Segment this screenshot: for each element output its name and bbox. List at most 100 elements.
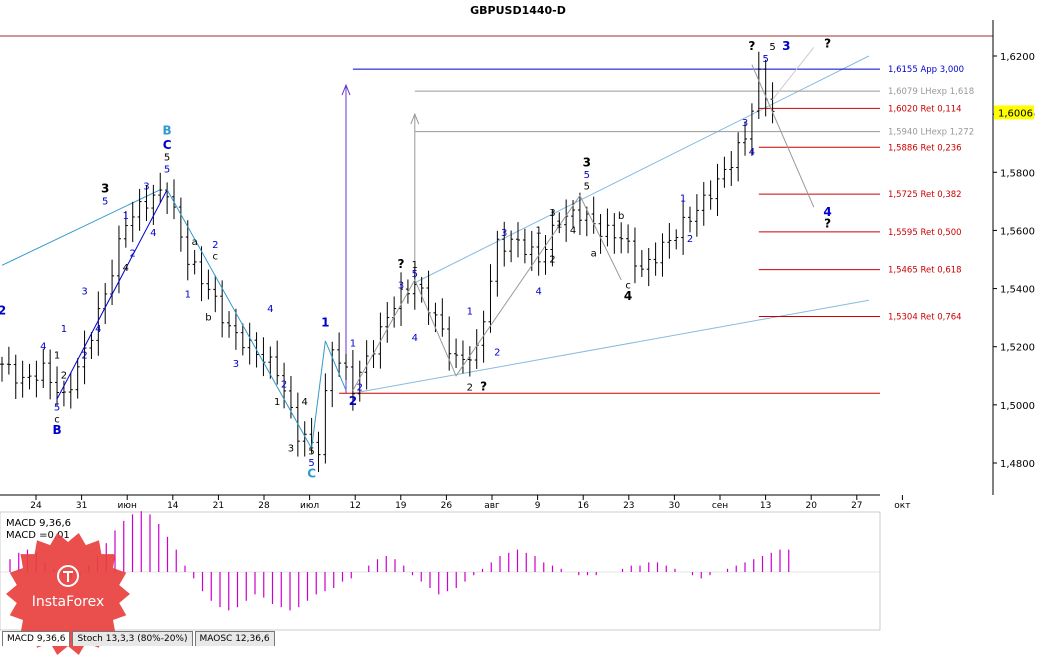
wave-label: 1 <box>412 260 418 271</box>
wave-label: 5 <box>54 403 60 414</box>
wave-label: 5 <box>584 182 590 193</box>
wave-label: 1 <box>535 225 541 236</box>
wave-label: c <box>213 252 219 263</box>
wave-label: B <box>52 423 61 437</box>
level-label: 1,5940 LHexp 1,272 <box>888 128 974 138</box>
logo-starburst <box>6 532 130 656</box>
wave-line <box>311 340 326 449</box>
logo-icon <box>57 565 79 587</box>
wave-label: 5 <box>412 269 418 280</box>
wave-label: 3 <box>101 182 109 196</box>
wave-label: 2 <box>281 379 287 390</box>
indicator-name-text: MACD <box>6 518 36 529</box>
wave-label: 2 <box>687 234 693 245</box>
tab-maosc[interactable]: MAOSC 12,36,6 <box>194 631 275 646</box>
wave-label: 1 <box>123 211 129 222</box>
wave-label: 1 <box>680 193 686 204</box>
x-tick-label: окт <box>894 501 910 511</box>
wave-line <box>324 340 347 391</box>
trendline <box>414 55 870 284</box>
level-label: 1,6155 App 3,000 <box>888 65 964 75</box>
indicator-name: MACD 9,36,6 <box>6 518 71 529</box>
y-tick-label: 1,5000 <box>1000 401 1035 412</box>
wave-label: 1 <box>185 289 191 300</box>
x-tick-label: 20 <box>805 501 817 511</box>
x-tick-label: 26 <box>441 501 453 511</box>
x-tick-label: 9 <box>535 501 541 511</box>
wave-label: ? <box>824 36 831 50</box>
wave-label: 3 <box>233 359 239 370</box>
wave-label: 4 <box>95 324 101 335</box>
wave-label: 1 <box>274 397 280 408</box>
level-label: 1,5886 Ret 0,236 <box>888 143 962 153</box>
wave-label: 5 <box>762 54 768 65</box>
wave-label: 2 <box>467 382 473 393</box>
wave-label: ? <box>398 257 405 271</box>
wave-label: 2 <box>212 240 218 251</box>
wave-label: C <box>163 138 172 152</box>
x-tick-label: 23 <box>623 501 634 511</box>
wave-label: 4 <box>267 304 273 315</box>
wave-label: b <box>205 313 211 324</box>
wave-label: 3 <box>288 443 294 454</box>
x-tick-label: 16 <box>577 501 589 511</box>
wave-label: c <box>625 281 631 292</box>
wave-label: 4 <box>150 228 156 239</box>
x-tick-label: 13 <box>760 501 771 511</box>
trendline <box>352 299 869 394</box>
wave-label: 5 <box>308 458 314 469</box>
wave-label: 5 <box>164 153 170 164</box>
x-tick-label: 31 <box>76 501 87 511</box>
tab-macd[interactable]: MACD 9,36,6 <box>2 631 71 646</box>
chart-title: GBPUSD1440-D <box>470 4 566 17</box>
wave-label: 2 <box>357 382 363 393</box>
target-arrowhead <box>341 83 351 96</box>
level-label: 1,5465 Ret 0,618 <box>888 266 962 276</box>
wave-label: ? <box>824 217 831 231</box>
wave-line <box>751 64 815 208</box>
x-tick-label: 19 <box>395 501 407 511</box>
wave-label: C <box>307 467 316 481</box>
wave-label: 4 <box>302 397 308 408</box>
x-tick-label: 12 <box>349 501 360 511</box>
x-tick-label: июл <box>300 501 319 511</box>
wave-label: 1 <box>321 315 329 329</box>
wave-label: 3 <box>742 118 748 129</box>
level-label: 1,6020 Ret 0,114 <box>888 104 962 114</box>
target-arrowhead <box>410 112 420 125</box>
y-tick-label: 1,5800 <box>1000 168 1035 179</box>
wave-label: 4 <box>749 147 755 158</box>
wave-line <box>166 189 313 449</box>
wave-label: ? <box>748 39 755 53</box>
wave-label: 3 <box>143 182 149 193</box>
wave-label: 1 <box>467 307 473 318</box>
wave-label: 4 <box>624 289 632 303</box>
x-tick-label: 27 <box>851 501 862 511</box>
current-price-box <box>994 105 1034 120</box>
wave-label: a <box>591 249 597 260</box>
logo-text: InstaForex <box>32 594 105 610</box>
indicator-tabs: MACD 9,36,6 Stoch 13,3,3 (80%-20%) MAOSC… <box>0 630 880 646</box>
wave-label: 4 <box>123 263 129 274</box>
wave-label: B <box>163 123 172 137</box>
level-label: 1,5595 Ret 0,500 <box>888 228 962 238</box>
wave-label: c <box>54 414 60 425</box>
wave-label: a <box>192 237 198 248</box>
wave-label: 3 <box>398 281 404 292</box>
wave-label: 5 <box>102 196 108 207</box>
wave-label: 2 <box>130 249 136 260</box>
wave-label: 2 <box>494 347 500 358</box>
wave-label: ? <box>480 379 487 393</box>
tab-stoch[interactable]: Stoch 13,3,3 (80%-20%) <box>72 631 193 646</box>
level-label: 1,5725 Ret 0,382 <box>888 190 962 200</box>
level-label: 1,6079 LHexp 1,618 <box>888 87 974 97</box>
wave-label: 4 <box>823 205 831 219</box>
wave-label: 3 <box>549 208 555 219</box>
x-tick-label: июн <box>118 501 137 511</box>
wave-label: 2 <box>549 254 555 265</box>
wave-label: 1 <box>54 350 60 361</box>
level-label: 1,5304 Ret 0,764 <box>888 312 962 322</box>
x-tick-label: сен <box>712 501 728 511</box>
wave-label: 2 <box>349 394 357 408</box>
indicator-params: 9,36,6 <box>39 518 71 529</box>
